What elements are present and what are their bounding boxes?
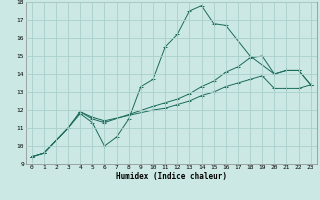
X-axis label: Humidex (Indice chaleur): Humidex (Indice chaleur) — [116, 172, 227, 181]
